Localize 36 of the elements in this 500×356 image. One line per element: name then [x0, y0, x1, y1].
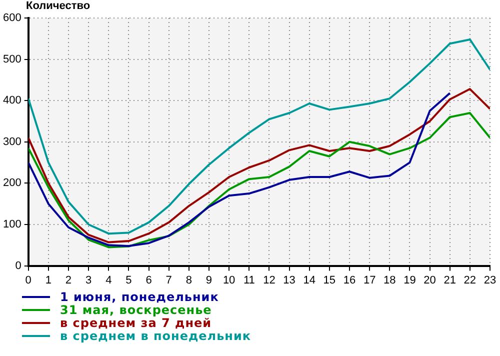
x-tick-label: 1 — [45, 274, 52, 286]
x-tick-label: 11 — [243, 274, 255, 286]
legend-label: 31 мая, воскресенье — [60, 302, 212, 316]
legend-label: в среднем за 7 дней — [60, 316, 212, 330]
y-tick-label: 0 — [15, 260, 22, 272]
x-tick-label: 9 — [206, 274, 212, 286]
x-tick-label: 16 — [343, 274, 356, 286]
legend-label: в среднем в понедельник — [60, 328, 252, 342]
x-tick-label: 20 — [424, 274, 436, 286]
x-tick-label: 15 — [323, 274, 336, 286]
x-tick-label: 3 — [86, 274, 92, 286]
y-tick-label: 100 — [2, 218, 22, 231]
x-tick-label: 12 — [263, 274, 276, 286]
x-tick-label: 2 — [65, 274, 72, 286]
x-tick-label: 6 — [146, 274, 152, 286]
x-tick-label: 14 — [303, 274, 316, 286]
x-tick-label: 10 — [222, 274, 236, 286]
x-tick-label: 8 — [186, 274, 192, 286]
x-tick-label: 7 — [166, 274, 172, 286]
x-tick-label: 19 — [404, 274, 416, 286]
x-tick-label: 22 — [464, 274, 476, 286]
x-tick-label: 0 — [25, 274, 32, 286]
x-tick-label: 23 — [484, 274, 496, 286]
legend-label: 1 июня, понедельник — [60, 290, 219, 304]
x-tick-label: 17 — [363, 274, 376, 286]
x-tick-label: 18 — [384, 274, 396, 286]
x-tick-label: 21 — [444, 274, 456, 286]
y-tick-label: 300 — [2, 136, 22, 148]
y-tick-label: 200 — [2, 177, 22, 190]
x-tick-label: 5 — [126, 274, 132, 286]
x-tick-label: 4 — [106, 274, 112, 286]
y-tick-label: 500 — [2, 53, 22, 66]
y-tick-label: 400 — [2, 94, 22, 107]
x-tick-label: 13 — [283, 274, 296, 286]
y-tick-label: 600 — [2, 12, 22, 24]
y-axis-title: Количество — [26, 0, 90, 12]
